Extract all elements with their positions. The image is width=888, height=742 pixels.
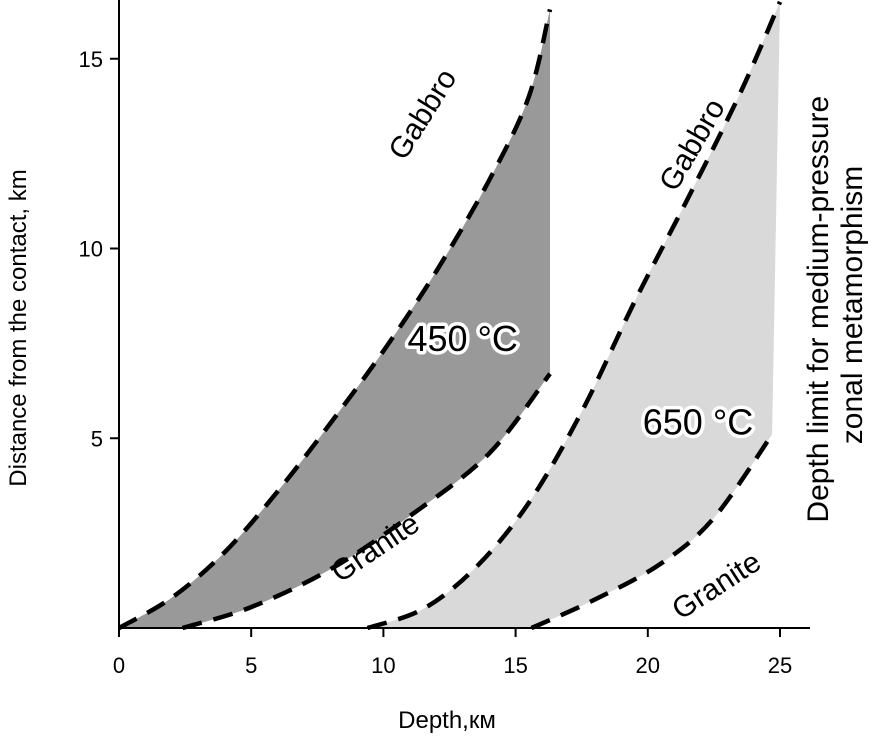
axes-layer bbox=[118, 0, 810, 629]
x-tick-label: 25 bbox=[768, 653, 792, 678]
y-tick-label: 15 bbox=[79, 47, 103, 72]
zone-650-area bbox=[367, 1, 780, 629]
zone-450-area bbox=[119, 9, 550, 628]
temperature-label-650: 650 °C bbox=[643, 402, 753, 443]
granite-label-650: Granite bbox=[666, 545, 766, 626]
depth-limit-label-line-1: Depth limit for medium-pressure bbox=[802, 96, 835, 523]
y-tick-label: 5 bbox=[91, 426, 103, 451]
x-tick-label: 15 bbox=[503, 653, 527, 678]
x-tick-label: 5 bbox=[245, 653, 257, 678]
x-axis-title: Depth,км bbox=[398, 707, 496, 734]
y-axis-title: Distance from the contact, km bbox=[5, 169, 32, 486]
x-tick-label: 20 bbox=[636, 653, 660, 678]
x-tick-label: 10 bbox=[371, 653, 395, 678]
x-tick-label: 0 bbox=[113, 653, 125, 678]
gabbro-curve-450 bbox=[117, 8, 553, 630]
gabbro-label-450: Gabbro bbox=[382, 63, 463, 165]
temperature-label-450: 450 °C bbox=[407, 318, 517, 359]
granite-curve-450 bbox=[181, 372, 552, 631]
y-tick-label: 10 bbox=[79, 237, 103, 262]
gabbro-curve-650 bbox=[366, 0, 783, 631]
granite-curve-650 bbox=[530, 433, 774, 631]
depth-limit-label-line-2: zonal metamorphism bbox=[836, 166, 869, 444]
zones-layer bbox=[117, 0, 783, 631]
ticks-layer: 0 5 10 15 20 25 5 10 15 bbox=[79, 47, 793, 678]
depth-limit-label: Depth limit for medium-pressure zonal me… bbox=[802, 87, 869, 522]
labels-layer: Depth,км Distance from the contact, km D… bbox=[5, 63, 869, 734]
